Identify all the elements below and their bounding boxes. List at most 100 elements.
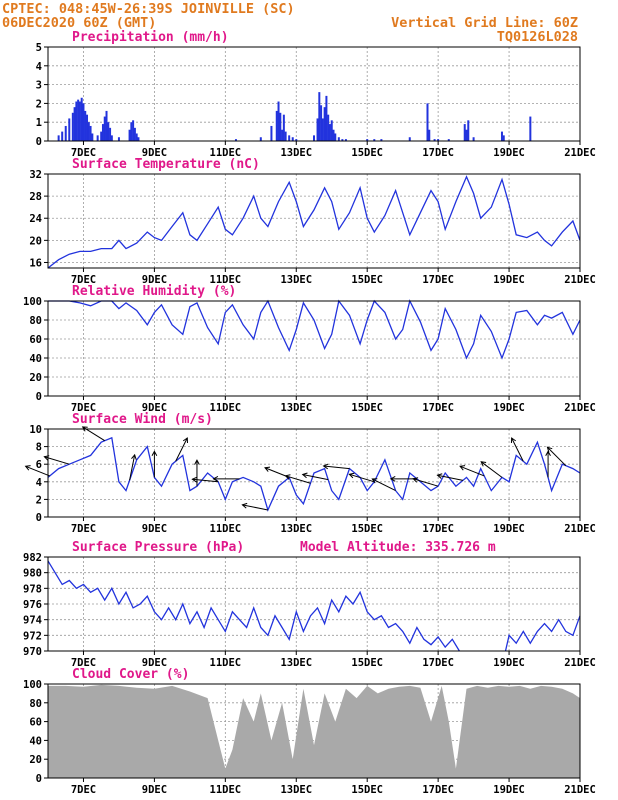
- cloud-cover-xtick-label: 21DEC: [564, 784, 596, 796]
- surface-wind-title: Surface Wind (m/s): [72, 412, 213, 427]
- surface-temperature-ytick-label: 16: [29, 257, 42, 269]
- panel-surface-pressure: Surface Pressure (hPa) Model Altitude: 33…: [23, 540, 596, 669]
- wind-arrow: [437, 474, 464, 481]
- surface-wind-xtick-label: 13DEC: [280, 523, 312, 535]
- surface-pressure-xtick-label: 15DEC: [351, 657, 383, 669]
- relative-humidity-xtick-label: 13DEC: [280, 402, 312, 414]
- cloud-cover-ytick-label: 0: [36, 773, 42, 785]
- surface-pressure-xtick-label: 19DEC: [493, 657, 525, 669]
- wind-arrow-head: [212, 476, 219, 482]
- relative-humidity-xtick-label: 19DEC: [493, 402, 525, 414]
- precipitation-bar: [71, 112, 74, 141]
- surface-pressure-title: Surface Pressure (hPa): [72, 540, 244, 555]
- wind-arrow-head: [412, 477, 419, 483]
- wind-arrow: [547, 446, 567, 467]
- precipitation-bar: [323, 107, 326, 141]
- precipitation-bar: [334, 133, 337, 141]
- surface-wind-frame: [47, 428, 581, 518]
- precipitation-bar: [105, 110, 108, 141]
- precipitation-bar: [275, 110, 278, 141]
- relative-humidity-ytick-label: 100: [23, 296, 42, 308]
- wind-arrow: [25, 465, 50, 477]
- panel-relative-humidity: Relative Humidity (%) 0 20 40 60 80 100 7DEC 9DE…: [23, 284, 596, 414]
- wind-arrow-head: [241, 502, 248, 509]
- surface-wind-xtick-label: 11DEC: [210, 523, 242, 535]
- wind-arrow: [413, 478, 439, 487]
- relative-humidity-series: [48, 299, 581, 360]
- precipitation-ytick-label: 2: [36, 98, 42, 110]
- relative-humidity-xtick-label: 15DEC: [351, 402, 383, 414]
- precipitation-bar: [91, 133, 94, 141]
- precipitation-bar: [82, 103, 85, 141]
- cloud-cover-ytick-label: 20: [29, 754, 42, 766]
- wind-arrow-head: [480, 461, 487, 467]
- precipitation-bar: [288, 135, 291, 141]
- precipitation-ytick-label: 1: [36, 117, 42, 129]
- surface-temperature-xtick-label: 21DEC: [564, 274, 596, 286]
- surface-pressure-xtick-label: 7DEC: [71, 657, 96, 669]
- cloud-cover-frame: [47, 683, 581, 779]
- precipitation-bar: [109, 127, 112, 141]
- precipitation-bar: [259, 137, 262, 141]
- relative-humidity-ytick-label: 20: [29, 372, 42, 384]
- cloud-cover-ytick-label: 80: [29, 698, 42, 710]
- surface-temperature-xtick-label: 15DEC: [351, 274, 383, 286]
- surface-wind-xtick-label: 21DEC: [564, 523, 596, 535]
- wind-arrow: [511, 437, 524, 462]
- relative-humidity-xtick-label: 11DEC: [210, 402, 242, 414]
- cloud-cover-title: Cloud Cover (%): [72, 667, 189, 682]
- surface-pressure-xtick-label: 9DEC: [142, 657, 167, 669]
- surface-pressure-ytick-label: 970: [23, 646, 42, 658]
- surface-wind-xtick-label: 7DEC: [71, 523, 96, 535]
- panel-cloud-cover: Cloud Cover (%) 0 20 40 60 80 100 7DEC 9DEC 11DEC…: [23, 667, 596, 796]
- surface-wind-series: [47, 436, 581, 512]
- precipitation-bar: [433, 139, 436, 141]
- precipitation-bar: [341, 139, 344, 141]
- precipitation-bar: [270, 125, 273, 141]
- surface-temperature-ytick-label: 20: [29, 235, 42, 247]
- precipitation-frame: [47, 46, 581, 142]
- precipitation-bar: [282, 114, 285, 141]
- surface-temperature-xtick-label: 17DEC: [422, 274, 454, 286]
- precipitation-bar: [291, 137, 294, 141]
- precipitation-bar: [284, 131, 287, 141]
- precipitation-bar: [500, 131, 503, 141]
- wind-arrow-head: [81, 426, 88, 432]
- relative-humidity-xtick-label: 17DEC: [422, 402, 454, 414]
- surface-wind-ytick-label: 4: [36, 477, 42, 489]
- surface-temperature-ytick-label: 28: [29, 191, 42, 203]
- precipitation-bar: [373, 139, 376, 141]
- precipitation-bar: [295, 139, 298, 141]
- precipitation-xtick-label: 19DEC: [493, 147, 525, 159]
- wind-arrow-head: [131, 453, 137, 460]
- precipitation-bar: [78, 101, 81, 141]
- precipitation-bar: [57, 135, 60, 141]
- header-run-date: 06DEC2020 60Z (GMT): [2, 15, 156, 31]
- wind-arrow: [242, 504, 268, 511]
- meteogram-panels: Precipitation (mm/h) 0 1 2 3 4 5 7DEC 9DEC 11DEC 1…: [23, 30, 596, 796]
- wind-arrow: [44, 456, 70, 465]
- precipitation-bar: [68, 118, 71, 141]
- relative-humidity-frame: [47, 300, 581, 397]
- wind-arrow: [349, 473, 375, 483]
- precipitation-bar: [100, 131, 103, 141]
- wind-arrow-head: [371, 478, 378, 484]
- wind-arrow-head: [436, 473, 443, 479]
- precipitation-bar: [103, 116, 106, 141]
- cloud-cover-ytick-label: 40: [29, 735, 42, 747]
- precipitation-bar: [325, 95, 328, 141]
- surface-wind-ytick-label: 6: [36, 459, 42, 471]
- surface-wind-xtick-label: 19DEC: [493, 523, 525, 535]
- precipitation-bar: [132, 120, 135, 141]
- precipitation-bar: [465, 129, 468, 141]
- precipitation-bar: [130, 122, 133, 141]
- cloud-cover-xtick-label: 19DEC: [493, 784, 525, 796]
- surface-temperature-xtick-label: 9DEC: [142, 274, 167, 286]
- surface-temperature-xtick-label: 11DEC: [210, 274, 242, 286]
- precipitation-bar: [408, 137, 411, 141]
- relative-humidity-xtick-label: 9DEC: [142, 402, 167, 414]
- wind-arrow-head: [264, 466, 271, 472]
- wind-arrow-head: [194, 459, 200, 465]
- wind-arrow-head: [182, 437, 188, 444]
- relative-humidity-title: Relative Humidity (%): [72, 284, 236, 299]
